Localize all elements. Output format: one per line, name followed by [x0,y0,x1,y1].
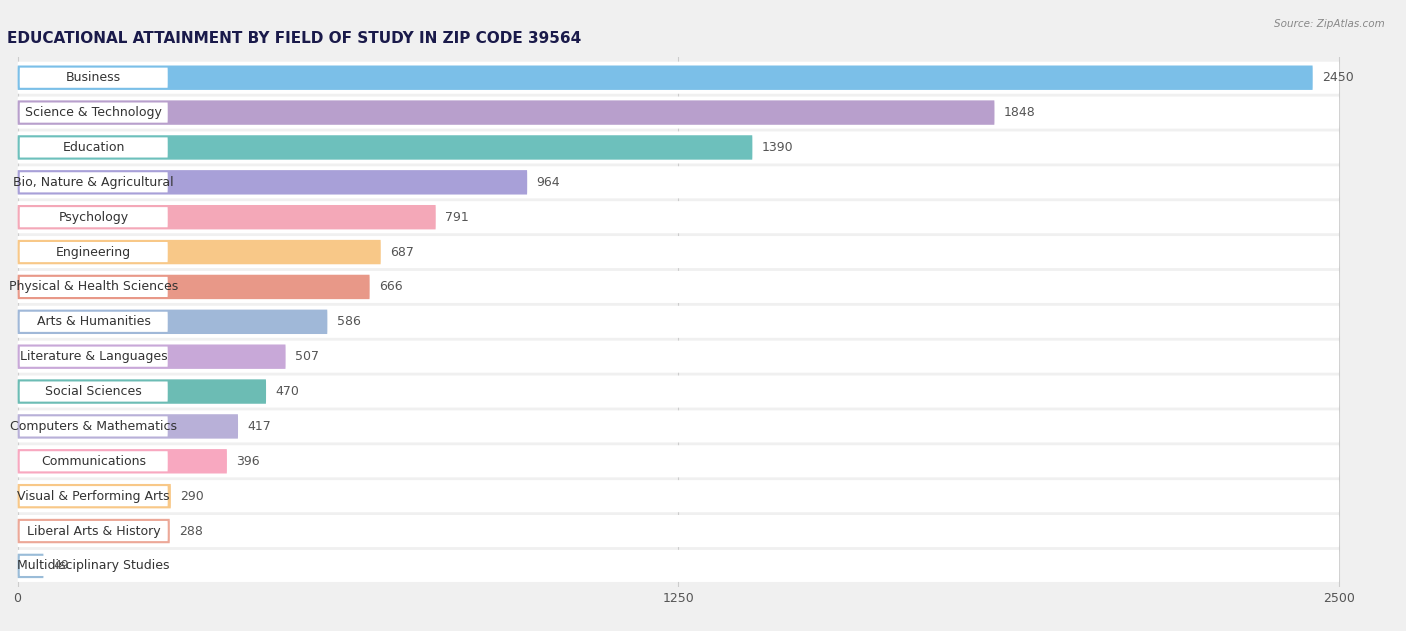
Text: Communications: Communications [41,455,146,468]
Text: 507: 507 [295,350,319,363]
Text: Source: ZipAtlas.com: Source: ZipAtlas.com [1274,19,1385,29]
FancyBboxPatch shape [20,486,167,506]
FancyBboxPatch shape [18,449,226,473]
Text: Physical & Health Sciences: Physical & Health Sciences [8,280,179,293]
Text: Social Sciences: Social Sciences [45,385,142,398]
Text: Education: Education [62,141,125,154]
FancyBboxPatch shape [18,379,266,404]
FancyBboxPatch shape [18,66,1313,90]
FancyBboxPatch shape [18,274,370,299]
FancyBboxPatch shape [18,480,1339,512]
FancyBboxPatch shape [20,242,167,262]
FancyBboxPatch shape [18,410,1339,442]
FancyBboxPatch shape [18,201,1339,233]
FancyBboxPatch shape [18,515,1339,547]
Text: 49: 49 [53,560,69,572]
Text: Visual & Performing Arts: Visual & Performing Arts [17,490,170,503]
FancyBboxPatch shape [18,345,285,369]
FancyBboxPatch shape [18,341,1339,373]
Text: 791: 791 [446,211,470,224]
Text: 288: 288 [180,524,204,538]
FancyBboxPatch shape [18,167,1339,198]
FancyBboxPatch shape [18,375,1339,408]
Text: Psychology: Psychology [59,211,129,224]
FancyBboxPatch shape [18,100,994,125]
Text: Science & Technology: Science & Technology [25,106,162,119]
Text: Bio, Nature & Agricultural: Bio, Nature & Agricultural [14,176,174,189]
FancyBboxPatch shape [20,138,167,158]
Text: 2450: 2450 [1322,71,1354,84]
FancyBboxPatch shape [20,521,167,541]
Text: EDUCATIONAL ATTAINMENT BY FIELD OF STUDY IN ZIP CODE 39564: EDUCATIONAL ATTAINMENT BY FIELD OF STUDY… [7,31,581,46]
Text: Engineering: Engineering [56,245,131,259]
Text: 290: 290 [180,490,204,503]
FancyBboxPatch shape [20,312,167,332]
Text: 687: 687 [391,245,415,259]
Text: 396: 396 [236,455,260,468]
Text: Arts & Humanities: Arts & Humanities [37,316,150,328]
FancyBboxPatch shape [18,271,1339,303]
FancyBboxPatch shape [20,172,167,192]
Text: Computers & Mathematics: Computers & Mathematics [10,420,177,433]
FancyBboxPatch shape [18,236,1339,268]
FancyBboxPatch shape [18,445,1339,477]
FancyBboxPatch shape [20,451,167,471]
Text: 417: 417 [247,420,271,433]
FancyBboxPatch shape [18,205,436,230]
Text: Multidisciplinary Studies: Multidisciplinary Studies [17,560,170,572]
Text: 1848: 1848 [1004,106,1036,119]
FancyBboxPatch shape [18,131,1339,163]
Text: Liberal Arts & History: Liberal Arts & History [27,524,160,538]
FancyBboxPatch shape [18,170,527,194]
FancyBboxPatch shape [18,306,1339,338]
FancyBboxPatch shape [18,554,44,578]
FancyBboxPatch shape [20,416,167,437]
FancyBboxPatch shape [18,550,1339,582]
FancyBboxPatch shape [20,382,167,401]
FancyBboxPatch shape [18,310,328,334]
Text: 470: 470 [276,385,299,398]
FancyBboxPatch shape [20,102,167,122]
Text: 586: 586 [337,316,361,328]
FancyBboxPatch shape [20,346,167,367]
FancyBboxPatch shape [18,414,238,439]
FancyBboxPatch shape [18,62,1339,94]
FancyBboxPatch shape [20,277,167,297]
Text: Literature & Languages: Literature & Languages [20,350,167,363]
Text: 964: 964 [537,176,561,189]
FancyBboxPatch shape [20,207,167,227]
Text: 1390: 1390 [762,141,793,154]
FancyBboxPatch shape [20,68,167,88]
Text: 666: 666 [380,280,402,293]
FancyBboxPatch shape [18,519,170,543]
FancyBboxPatch shape [18,135,752,160]
Text: Business: Business [66,71,121,84]
FancyBboxPatch shape [20,556,167,576]
FancyBboxPatch shape [18,240,381,264]
FancyBboxPatch shape [18,484,172,509]
FancyBboxPatch shape [18,97,1339,129]
